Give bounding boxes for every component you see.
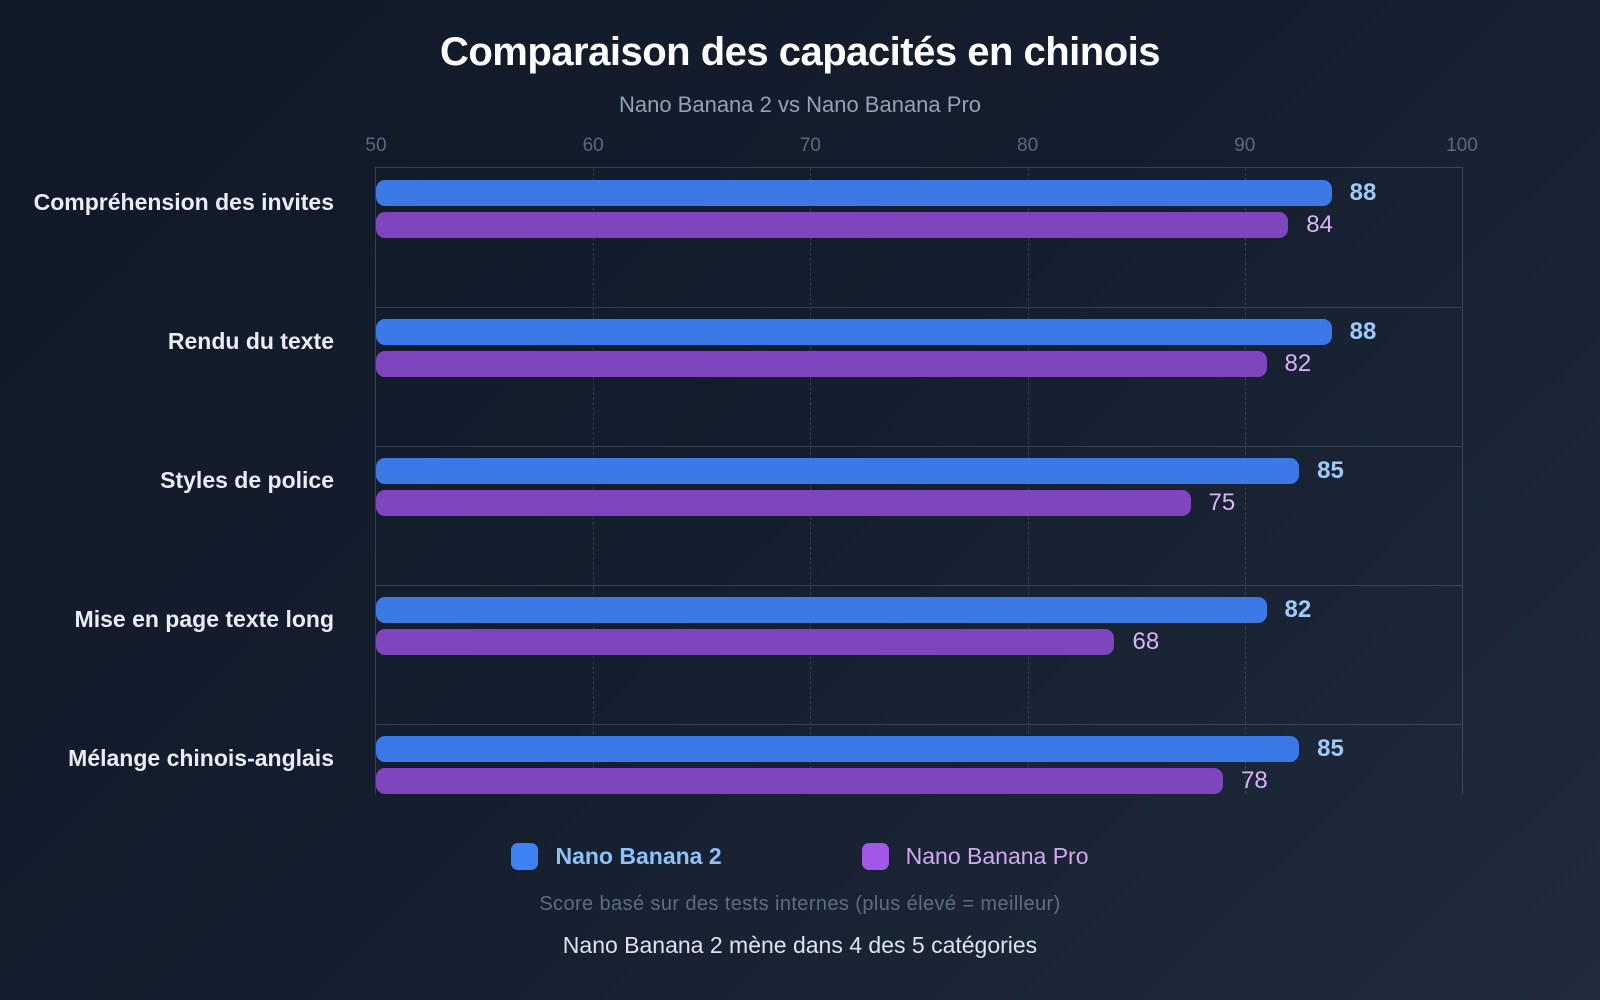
category-group: Rendu du texte 88 82 bbox=[168, 307, 1462, 446]
legend-swatch bbox=[861, 843, 889, 870]
category-group: Compréhension des invites 88 84 bbox=[34, 168, 1462, 307]
bar-nano-banana-pro bbox=[376, 768, 1224, 794]
value-label-nano-banana-pro: 84 bbox=[1306, 211, 1333, 238]
legend-item-nano-banana-pro: Nano Banana Pro bbox=[861, 843, 1089, 870]
bar-chart-plot-area: 50 60 70 80 90 100 Compréhension des invites 88… bbox=[34, 135, 1478, 794]
value-label-nano-banana-2: 88 bbox=[1349, 318, 1377, 345]
x-axis-tick: 60 bbox=[582, 135, 604, 156]
chart-title: Comparaison des capacités en chinois bbox=[439, 30, 1161, 74]
category-label: Rendu du texte bbox=[167, 327, 334, 354]
bar-nano-banana-2 bbox=[376, 736, 1300, 762]
value-label-nano-banana-pro: 68 bbox=[1132, 628, 1160, 655]
bar-nano-banana-pro bbox=[376, 629, 1115, 655]
category-group: Mélange chinois-anglais 85 78 bbox=[68, 724, 1462, 863]
bar-nano-banana-pro bbox=[376, 351, 1267, 377]
x-axis-tick: 50 bbox=[365, 135, 387, 156]
bar-nano-banana-2 bbox=[376, 458, 1300, 484]
x-axis-tick: 100 bbox=[1446, 135, 1478, 156]
chart-subtitle: Nano Banana 2 vs Nano Banana Pro bbox=[618, 92, 982, 117]
bar-nano-banana-pro bbox=[376, 212, 1289, 238]
x-axis-tick: 90 bbox=[1234, 135, 1256, 156]
value-label-nano-banana-2: 82 bbox=[1284, 596, 1312, 623]
legend-label: Nano Banana Pro bbox=[905, 843, 1089, 869]
group-separator-line bbox=[376, 446, 1462, 447]
legend-swatch bbox=[511, 843, 539, 870]
legend-item-nano-banana-2: Nano Banana 2 bbox=[511, 843, 722, 870]
footnote: Score basé sur des tests internes (plus … bbox=[539, 893, 1061, 915]
value-label-nano-banana-2: 85 bbox=[1317, 735, 1344, 762]
category-label: Styles de police bbox=[160, 466, 334, 493]
bar-nano-banana-2 bbox=[376, 597, 1267, 623]
bar-nano-banana-2 bbox=[376, 319, 1332, 345]
legend-label: Nano Banana 2 bbox=[555, 843, 722, 869]
group-separator-line bbox=[376, 585, 1462, 586]
bar-nano-banana-2 bbox=[376, 180, 1332, 206]
group-separator-line bbox=[376, 307, 1462, 308]
value-label-nano-banana-2: 85 bbox=[1317, 457, 1344, 484]
x-axis-tick: 80 bbox=[1017, 135, 1039, 156]
category-group: Styles de police 85 75 bbox=[160, 446, 1462, 585]
x-axis-tick: 70 bbox=[799, 135, 821, 156]
bar-nano-banana-pro bbox=[376, 490, 1191, 516]
category-label: Mise en page texte long bbox=[74, 605, 334, 632]
category-label: Mélange chinois-anglais bbox=[68, 744, 334, 771]
value-label-nano-banana-pro: 82 bbox=[1284, 350, 1312, 377]
summary-text: Nano Banana 2 mène dans 4 des 5 catégori… bbox=[562, 932, 1038, 958]
value-label-nano-banana-pro: 75 bbox=[1208, 489, 1236, 516]
group-separator-line bbox=[376, 724, 1462, 725]
category-group: Mise en page texte long 82 68 bbox=[75, 585, 1462, 724]
category-label: Compréhension des invites bbox=[33, 188, 334, 215]
value-label-nano-banana-2: 88 bbox=[1349, 179, 1377, 206]
legend: Nano Banana 2 Nano Banana Pro bbox=[0, 843, 1600, 870]
value-label-nano-banana-pro: 78 bbox=[1241, 767, 1268, 794]
